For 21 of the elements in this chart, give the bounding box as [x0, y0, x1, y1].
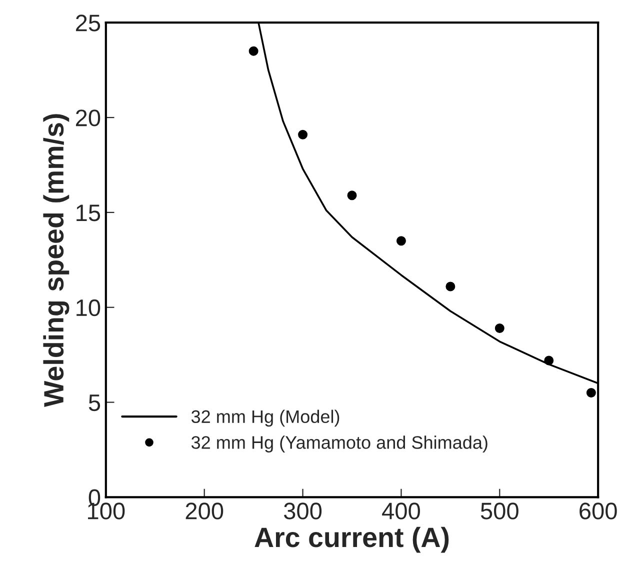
legend-label: 32 mm Hg (Model): [191, 410, 340, 427]
x-axis-title: Arc current (A): [254, 526, 449, 553]
point: [347, 190, 357, 200]
y-tick-label: 15: [76, 204, 100, 222]
y-axis-title: Welding speed (mm/s): [43, 114, 70, 408]
x-tick-label: 200: [186, 502, 224, 520]
point: [298, 130, 308, 140]
point: [446, 282, 456, 292]
point: [396, 236, 406, 246]
y-tick-label: 10: [76, 299, 100, 316]
x-tick-label: 300: [284, 502, 322, 520]
x-tick-label: 600: [580, 502, 617, 520]
x-tick-label: 400: [382, 502, 420, 520]
point: [494, 323, 504, 333]
y-tick-label: 25: [76, 14, 100, 32]
y-tick-label: 5: [88, 394, 100, 412]
legend-label: 32 mm Hg (Yamamoto and Shimada): [191, 436, 488, 452]
y-tick-label: 20: [76, 110, 100, 126]
x-tick-label: 500: [480, 502, 518, 520]
point: [248, 46, 258, 56]
point: [586, 388, 596, 398]
